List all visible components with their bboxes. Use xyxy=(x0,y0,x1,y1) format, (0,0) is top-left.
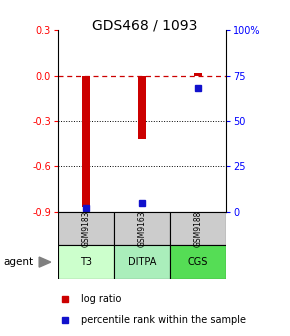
Bar xyxy=(170,212,226,245)
Bar xyxy=(194,73,202,76)
Text: agent: agent xyxy=(3,257,33,267)
Text: DITPA: DITPA xyxy=(128,257,156,267)
Text: GDS468 / 1093: GDS468 / 1093 xyxy=(92,18,198,33)
Bar xyxy=(58,245,114,279)
Bar xyxy=(82,76,90,207)
Bar xyxy=(58,212,114,245)
Text: log ratio: log ratio xyxy=(81,294,121,304)
Text: GSM9163: GSM9163 xyxy=(137,210,147,247)
Bar xyxy=(138,76,146,139)
Polygon shape xyxy=(39,257,51,267)
Bar xyxy=(114,245,170,279)
Text: CGS: CGS xyxy=(188,257,208,267)
Text: GSM9188: GSM9188 xyxy=(194,210,203,247)
Bar xyxy=(114,212,170,245)
Bar xyxy=(170,245,226,279)
Text: percentile rank within the sample: percentile rank within the sample xyxy=(81,316,246,325)
Text: T3: T3 xyxy=(80,257,92,267)
Text: GSM9183: GSM9183 xyxy=(81,210,90,247)
